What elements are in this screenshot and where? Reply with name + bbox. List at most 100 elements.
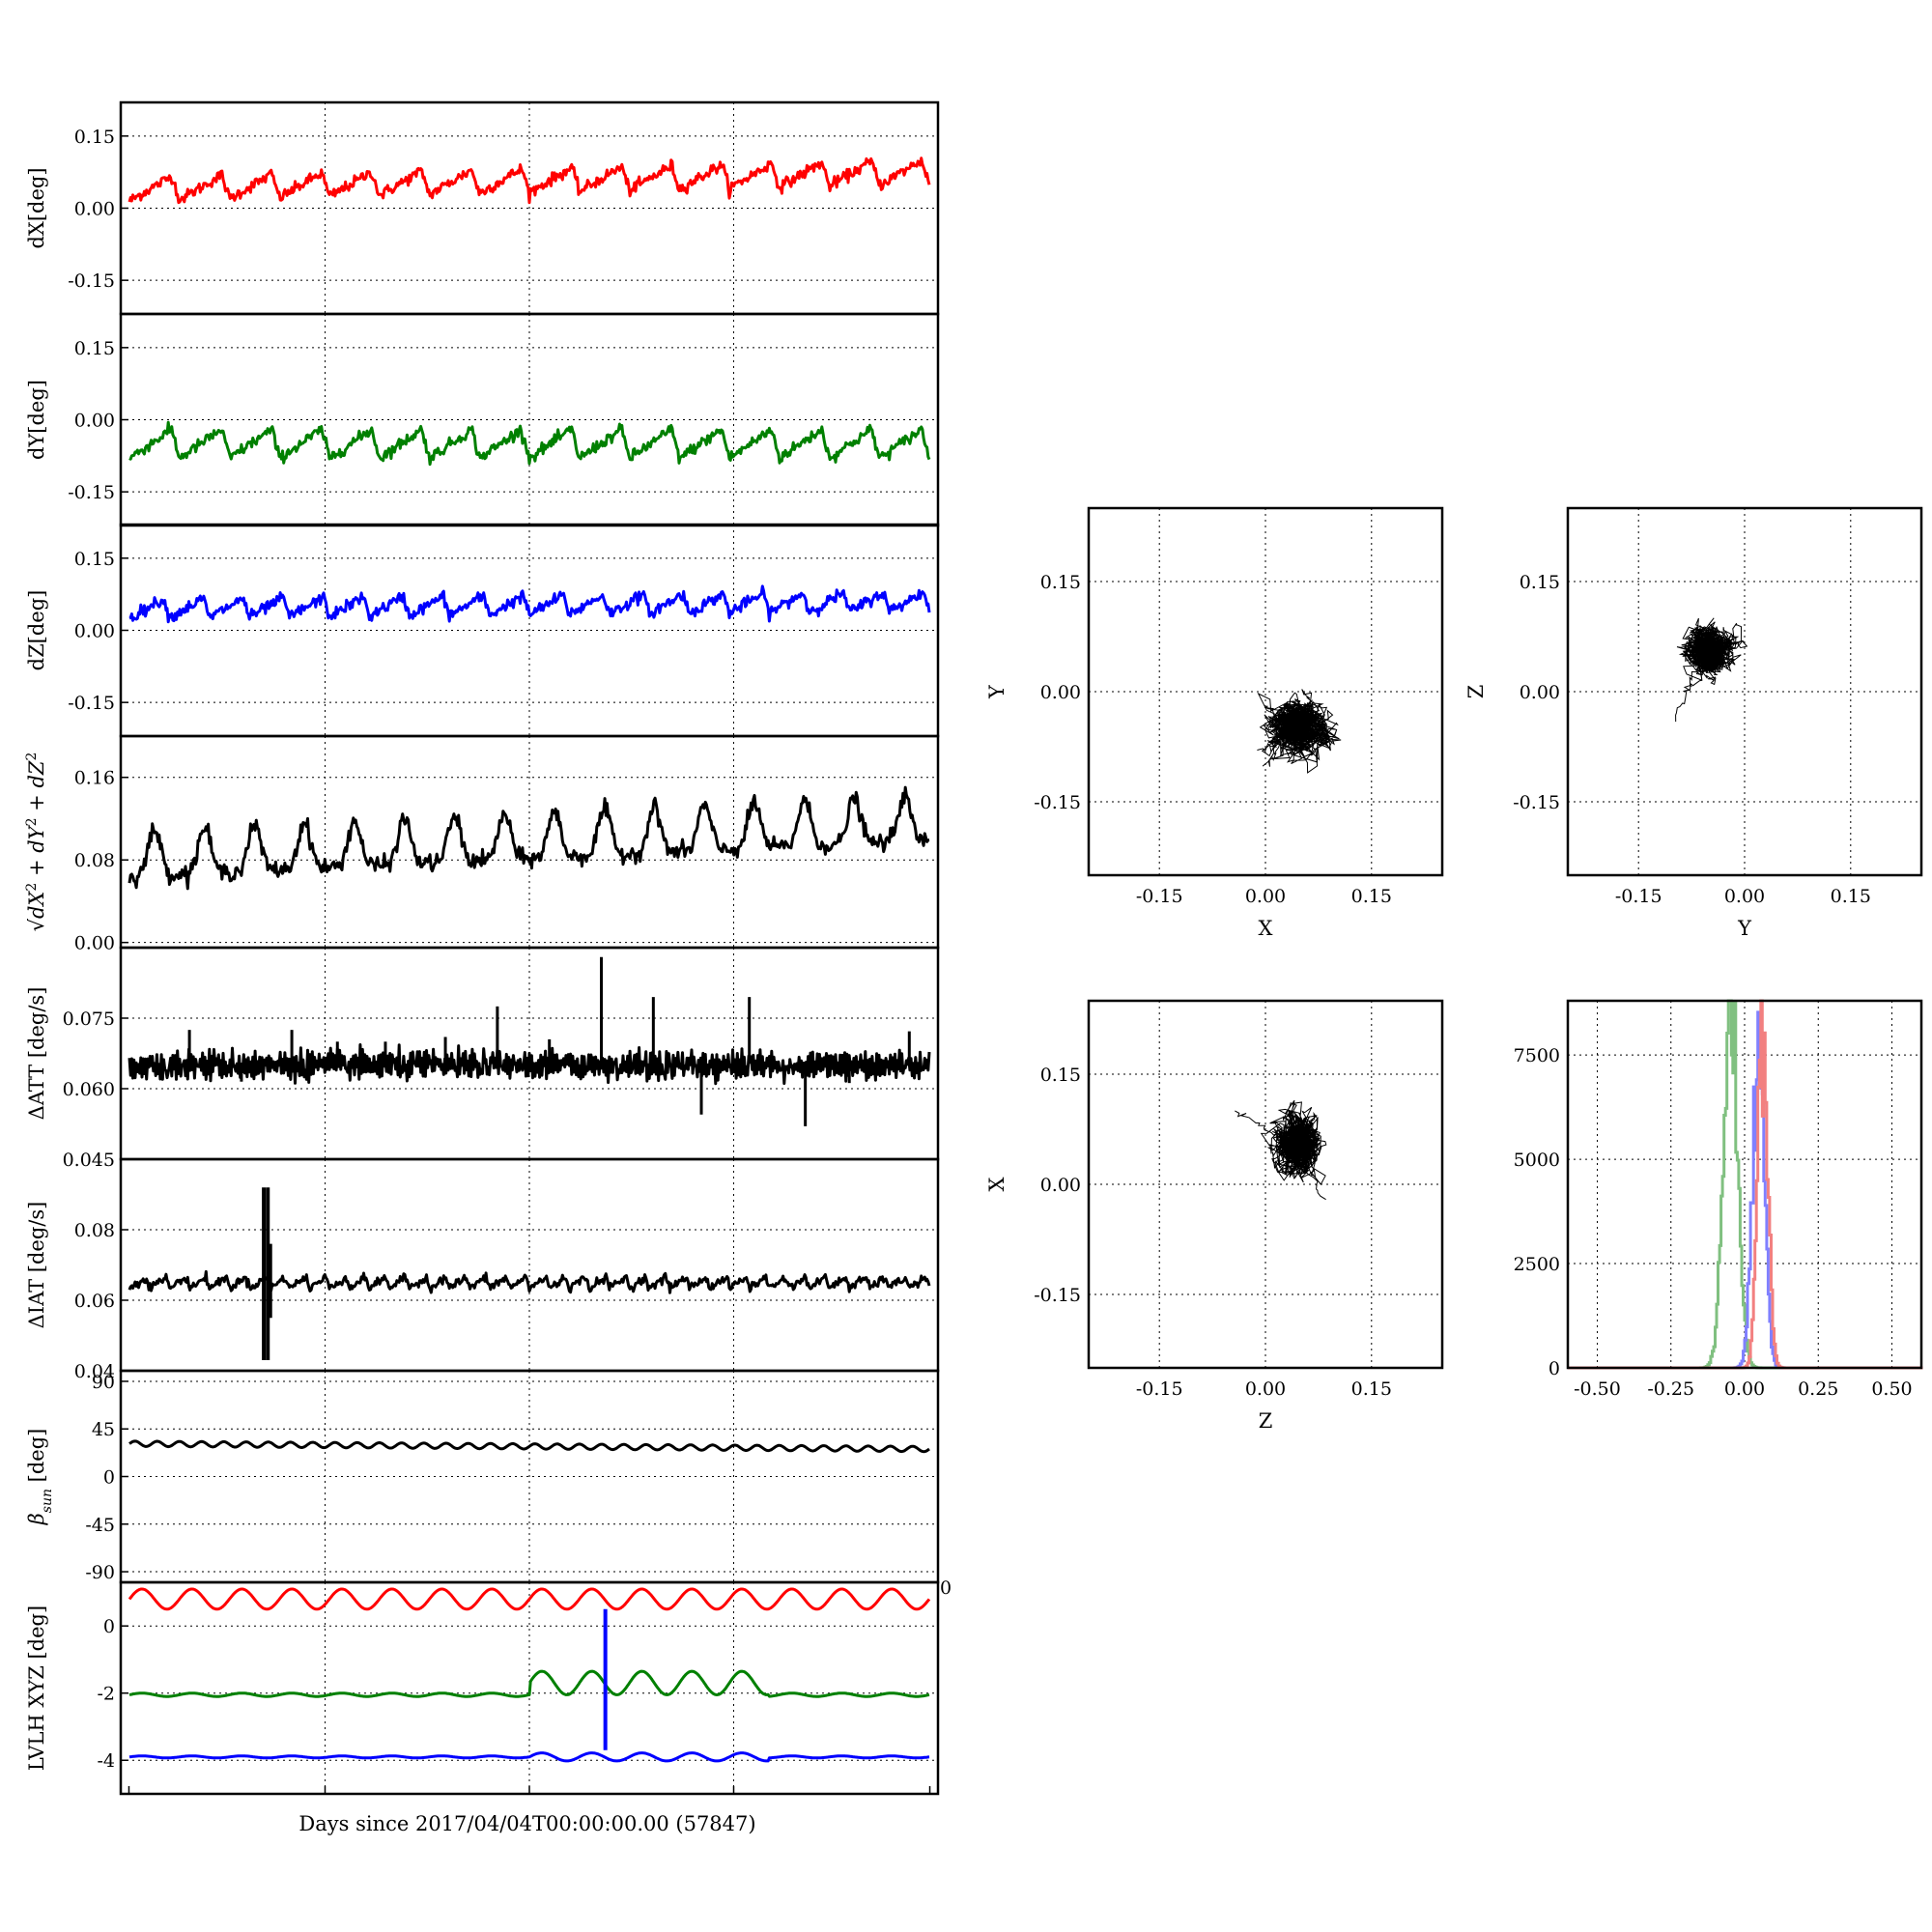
panel-dR-y-axis-label-part: + dY [25,824,48,882]
panel-dATT-ytick-label-1: 0.060 [63,1079,115,1100]
panel-dY: 0.15 0.00 -0.15 dY[deg] [25,312,940,527]
panel-scatter_xy-trajectory [1257,689,1342,774]
panel-dZ-y-axis-label: dZ[deg] [25,590,48,671]
panel-dIAT-y-axis-label: ΔIAT [deg/s] [25,1202,48,1329]
panel-dATT-ytick-label-2: 0.045 [63,1150,115,1171]
panel-beta-y-axis-label-part: sun [40,1489,55,1513]
panel-histogram-xtick-label-4: 0.50 [1871,1378,1912,1400]
panel-dR-y-axis-label-part: + dZ [25,760,48,817]
panel-dIAT-ytick-label-2: 0.04 [74,1361,115,1382]
panel-dX-series-0 [128,156,931,205]
panel-dR-ytick-label-1: 0.08 [74,850,115,871]
panel-dATT-ytick-label-0: 0.075 [63,1009,115,1030]
panel-dR-ytick-label-2: 0.00 [74,933,115,954]
panel-lvlh-series-2 [128,1751,930,1763]
panel-dIAT-ytick-label-1: 0.06 [74,1291,115,1312]
panel-beta-ytick-label-1: 45 [92,1419,115,1440]
panel-scatter_yz-xtick-label-2: 0.15 [1831,886,1871,907]
panel-scatter_xy-y-axis-label: Y [985,684,1009,699]
panel-dY-ytick-label-1: 0.00 [74,411,115,432]
panel-scatter_zx-ytick-label-0: -0.15 [1034,1285,1081,1306]
chart-panels: 0.150.00-0.15dX[deg]0.150.00-0.15dY[deg]… [24,100,1923,1796]
panel-lvlh-series-0 [128,1587,931,1611]
panel-scatter_yz-xtick-label-1: 0.00 [1724,886,1765,907]
panel-dATT: 0.075 0.060 0.045 ΔATT [deg/s] [25,946,940,1171]
panel-dIAT-ytick-label-0: 0.08 [74,1220,115,1241]
panel-scatter_xy-ytick-label-0: -0.15 [1034,792,1081,813]
panel-lvlh-ytick-label-0: 0 [103,1616,115,1637]
panel-beta-ytick-label-0: 90 [92,1372,115,1393]
panel-scatter_zx: -0.15 -0.15 0.00 0.00 0.15 0.15 Z X [985,999,1444,1433]
panel-dX-ytick-label-2: -0.15 [68,270,115,292]
panel-dX-y-axis-label: dX[deg] [25,167,48,248]
panel-histogram-xtick-label-2: 0.00 [1724,1378,1765,1400]
panel-dR-y-axis-label-part: √ [25,918,48,931]
panel-scatter_zx-x-axis-label: Z [1259,1409,1273,1433]
panel-dZ-ytick-label-0: 0.15 [74,549,115,570]
panel-dR-ytick-label-0: 0.16 [74,768,115,789]
panel-scatter_xy-x-axis-label: X [1259,917,1273,940]
panel-scatter_xy-ytick-label-2: 0.15 [1040,572,1081,593]
panel-histogram-xtick-label-0: -0.50 [1574,1378,1621,1400]
panel-scatter_xy-xtick-label-1: 0.00 [1245,886,1286,907]
panel-scatter_xy-xtick-label-2: 0.15 [1351,886,1392,907]
panel-scatter_yz-xtick-label-0: -0.15 [1615,886,1662,907]
panel-scatter_xy-ytick-label-1: 0.00 [1040,682,1081,703]
panel-dZ-ytick-label-2: -0.15 [68,693,115,714]
panel-beta-y-axis-label-part: [deg] [25,1429,48,1489]
panel-scatter_xy-xtick-label-0: -0.15 [1136,886,1183,907]
panel-scatter_zx-xtick-label-1: 0.00 [1245,1378,1286,1400]
panel-beta-ytick-label-2: 0 [103,1467,115,1489]
panel-scatter_zx-ytick-label-1: 0.00 [1040,1175,1081,1196]
panel-dATT-series-0 [128,1043,931,1086]
panel-histogram-ytick-label-1: 5000 [1514,1150,1560,1171]
panel-scatter_zx-frame [1087,999,1444,1370]
panel-scatter_xy: -0.15 -0.15 0.00 0.00 0.15 0.15 X Y [985,506,1444,940]
panel-lvlh-y-axis-label: LVLH XYZ [deg] [25,1605,48,1771]
panel-dY-ytick-label-0: 0.15 [74,338,115,359]
panel-beta-ytick-label-3: -45 [85,1515,115,1536]
panel-scatter_zx-trajectory [1235,1099,1327,1201]
panel-scatter_yz-x-axis-label: Y [1737,917,1752,940]
panel-histogram-xtick-label-1: -0.25 [1647,1378,1694,1400]
panel-dX-ytick-label-1: 0.00 [74,199,115,220]
panel-scatter_yz-trajectory [1675,617,1748,723]
panel-scatter_zx-xtick-label-2: 0.15 [1351,1378,1392,1400]
panel-histogram-ytick-label-3: 0 [1548,1358,1560,1379]
panel-dY-y-axis-label: dY[deg] [25,380,48,460]
panel-scatter_yz-ytick-label-0: -0.15 [1513,792,1560,813]
panel-dZ-series-0 [128,584,931,624]
panel-lvlh-ytick-label-2: -4 [97,1750,115,1772]
panel-scatter_yz-frame [1566,506,1923,877]
panel-beta-y-axis-label-part: β [25,1513,48,1525]
panel-scatter_zx-xtick-label-0: -0.15 [1136,1378,1183,1400]
panel-lvlh: 0 -2 -4 0 LVLH XYZ [deg] [25,1577,952,1796]
panel-dR-y-axis-label-part: 2 [24,753,40,761]
panel-scatter_xy-frame [1087,506,1444,877]
panel-lvlh-extra-tick-label: 0 [940,1577,952,1599]
panel-scatter_yz-ytick-label-1: 0.00 [1520,682,1560,703]
panel-histogram-ytick-label-2: 2500 [1514,1254,1560,1275]
panel-histogram-ytick-label-0: 7500 [1514,1045,1560,1066]
panel-dR-series-0 [128,785,930,891]
panel-lvlh-ytick-label-1: -2 [97,1684,115,1705]
panel-dZ-ytick-label-1: 0.00 [74,621,115,642]
panel-scatter_yz-y-axis-label: Z [1464,685,1488,699]
panel-scatter_zx-ytick-label-2: 0.15 [1040,1065,1081,1086]
panel-scatter_zx-y-axis-label: X [985,1177,1009,1191]
panel-beta-series-0 [128,1439,930,1454]
panel-dY-series-0 [128,420,931,467]
panel-beta: 90 45 0 -45 -90 βsun [deg] [25,1369,940,1584]
panel-lvlh-series-1 [128,1669,930,1698]
panel-dR-y-axis-label-part: dX [25,891,48,919]
panel-dR-y-axis-label-part: 2 [24,883,40,892]
panel-dATT-y-axis-label: ΔATT [deg/s] [25,987,48,1121]
panel-scatter_yz: -0.15 -0.15 0.00 0.00 0.15 0.15 Y Z [1464,506,1923,940]
panel-dY-ytick-label-2: -0.15 [68,482,115,503]
panel-beta-y-axis-label: βsun [deg] [25,1429,55,1526]
panel-histogram-frame [1566,999,1923,1370]
panel-dR-y-axis-label: √dX2 + dY2 + dZ2 [24,753,48,932]
panel-histogram: -0.50 -0.25 0.00 0.25 0.50 7500 5000 2500 0 [1514,999,1923,1400]
